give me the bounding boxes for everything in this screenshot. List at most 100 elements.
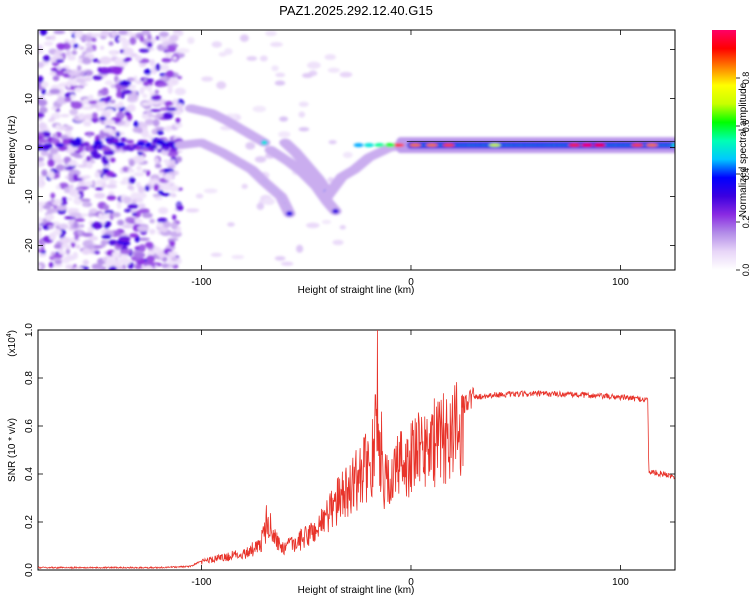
noise-blob — [87, 243, 95, 250]
noise-blob — [83, 200, 88, 207]
noise-blob — [55, 164, 65, 172]
noise-blob — [116, 91, 122, 98]
noise-blob — [73, 43, 79, 49]
noise-blob — [124, 57, 132, 61]
noise-blob — [141, 113, 149, 120]
noise-blob — [100, 45, 105, 50]
noise-blob — [149, 58, 156, 67]
y-tick-label: -10 — [24, 189, 35, 204]
noise-blob — [122, 196, 132, 204]
noise-blob — [78, 113, 85, 120]
noise-blob — [167, 165, 176, 169]
noise-blob — [163, 146, 170, 151]
noise-blob — [327, 67, 340, 73]
noise-blob — [142, 93, 148, 99]
noise-blob — [143, 68, 152, 75]
noise-blob — [69, 30, 74, 35]
noise-blob — [41, 169, 48, 177]
noise-blob — [156, 222, 165, 227]
snr-y-ticks: 0.0 0.2 0.4 0.6 0.8 1.0 — [24, 323, 675, 577]
noise-blob — [98, 212, 103, 221]
noise-blob — [106, 195, 117, 201]
noise-blob — [83, 121, 92, 127]
noise-blob — [159, 37, 170, 42]
noise-blob — [143, 38, 148, 46]
noise-blob — [87, 226, 94, 235]
hot-spot — [353, 143, 364, 148]
noise-blob — [52, 133, 58, 138]
chart-title: PAZ1.2025.292.12.40.G15 — [279, 3, 433, 18]
noise-blob — [165, 70, 175, 78]
noise-blob — [216, 81, 227, 90]
noise-blob — [47, 153, 54, 160]
noise-blob — [100, 107, 106, 112]
colorbar-tick-label: 0.0 — [741, 264, 750, 277]
noise-blob — [171, 193, 177, 198]
noise-blob — [95, 187, 104, 191]
y-tick-label: 0.6 — [24, 419, 35, 433]
noise-blob — [65, 147, 76, 154]
noise-blob — [82, 106, 94, 110]
noise-blob — [144, 265, 153, 270]
spectrogram-image — [38, 30, 675, 270]
noise-blob — [100, 30, 111, 37]
noise-blob — [81, 56, 92, 65]
noise-blob — [175, 204, 184, 211]
noise-blob — [82, 259, 90, 266]
noise-blob — [56, 43, 66, 48]
noise-blob — [118, 235, 131, 243]
noise-blob — [71, 50, 78, 55]
noise-blob — [103, 204, 110, 211]
noise-blob — [147, 85, 153, 92]
noise-blob — [149, 144, 158, 150]
noise-blob — [239, 34, 249, 42]
noise-blob — [84, 175, 91, 179]
noise-blob — [154, 89, 160, 95]
noise-blob — [164, 127, 173, 131]
noise-blob — [138, 203, 146, 209]
noise-blob — [56, 66, 62, 71]
noise-blob — [116, 142, 126, 147]
noise-blob — [74, 137, 83, 145]
noise-blob — [155, 63, 161, 71]
snr-frame — [37, 329, 676, 571]
noise-blob — [127, 220, 137, 224]
noise-blob — [84, 180, 94, 187]
noise-blob — [271, 65, 279, 72]
noise-blob — [78, 181, 85, 185]
noise-blob — [149, 181, 162, 186]
noise-blob — [70, 101, 83, 110]
noise-blob — [154, 157, 160, 165]
hot-spot — [374, 143, 385, 148]
noise-blob — [50, 116, 56, 122]
noise-blob — [298, 101, 309, 107]
noise-blob — [151, 128, 159, 135]
hot-spot — [392, 143, 405, 147]
noise-blob — [72, 266, 84, 270]
noise-blob — [54, 50, 63, 55]
noise-blob — [154, 196, 163, 201]
snr-y-axis-label: SNR (10 * v/v) — [7, 418, 18, 482]
noise-blob — [73, 193, 81, 199]
noise-blob — [38, 264, 42, 270]
noise-blob — [245, 142, 256, 150]
noise-blob — [104, 220, 112, 227]
noise-blob — [124, 111, 131, 116]
y-tick-label: 0 — [24, 144, 35, 150]
noise-blob — [110, 30, 118, 37]
noise-blob — [164, 52, 172, 58]
noise-blob — [50, 192, 56, 199]
noise-blob — [328, 140, 337, 145]
noise-blob — [38, 253, 47, 258]
noise-blob — [144, 185, 150, 192]
noise-blob — [148, 134, 154, 142]
noise-blob — [108, 179, 118, 185]
noise-blob — [91, 245, 104, 249]
x-tick-label: 0 — [408, 277, 414, 288]
noise-blob — [133, 120, 139, 128]
noise-blob — [137, 186, 145, 193]
noise-blob — [158, 46, 169, 51]
hot-spot — [409, 143, 422, 147]
noise-blob — [47, 159, 55, 167]
noise-blob — [324, 54, 336, 61]
